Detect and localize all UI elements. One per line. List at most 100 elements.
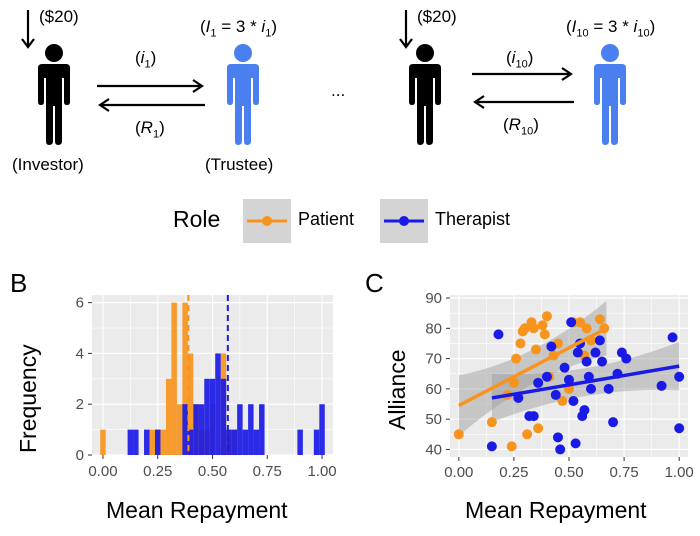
- scatter-point-patient: [539, 329, 550, 340]
- y-tick-label: 40: [425, 441, 442, 458]
- histogram-bar-therapist: [215, 353, 221, 455]
- x-tick-label: 1.00: [307, 463, 336, 480]
- scatter-point-therapist: [608, 417, 619, 428]
- histogram-bar-patient: [171, 302, 177, 455]
- histogram-bar-therapist: [209, 378, 216, 455]
- down-arrow-icon: [21, 10, 35, 49]
- investment-label-10: (i10): [506, 48, 534, 71]
- endowment-label-10: ($20): [417, 7, 457, 26]
- scatter-point-therapist: [674, 371, 685, 382]
- scatter-point-patient: [508, 377, 519, 388]
- trustee-icon: [227, 44, 259, 145]
- investor-icon: [409, 44, 441, 145]
- y-tick-label: 0: [76, 447, 84, 464]
- legend-key-patient: [243, 199, 291, 243]
- histogram-bar-therapist: [319, 404, 325, 455]
- scatter-point-therapist: [579, 405, 590, 416]
- scatter-point-therapist: [586, 383, 597, 394]
- y-tick-label: 6: [76, 295, 84, 312]
- panel-letter-c: C: [365, 268, 384, 298]
- y-tick-label: 4: [76, 345, 84, 362]
- scatter-point-therapist: [570, 438, 581, 449]
- fit-line-patient: [458, 326, 608, 408]
- histogram-bar-therapist: [198, 404, 205, 455]
- legend-title: Role: [173, 206, 221, 232]
- histogram-bar-therapist: [133, 429, 139, 455]
- scatter-chart: 0.00 0.25 0.50 0.75 1.00 40 50 60 70 80 90: [425, 290, 693, 481]
- scatter-point-therapist: [572, 347, 583, 358]
- histogram-bar-therapist: [187, 429, 194, 455]
- x-tick-label: 0.00: [444, 464, 473, 481]
- scatter-point-therapist: [559, 362, 570, 373]
- y-tick-label: 80: [425, 320, 442, 337]
- trustee-label: (Trustee): [205, 155, 274, 174]
- right-arrow-icon: [472, 67, 573, 81]
- investor-label: (Investor): [12, 155, 84, 174]
- trustee-formula-1: (I1 = 3 * i1): [200, 17, 277, 40]
- scatter-point-therapist: [597, 356, 608, 367]
- y-tick-label: 70: [425, 351, 442, 368]
- histogram-bar-therapist: [231, 429, 238, 455]
- scatter-point-therapist: [568, 395, 579, 406]
- scatter-point-therapist: [621, 353, 632, 364]
- x-tick-label: 0.50: [554, 464, 583, 481]
- histogram-bar-therapist: [127, 429, 134, 455]
- x-tick-label: 0.25: [499, 464, 528, 481]
- repayment-label-10: (R10): [503, 115, 539, 138]
- scatter-point-therapist: [581, 356, 592, 367]
- scatter-point-therapist: [528, 411, 539, 422]
- histogram-bar-therapist: [144, 429, 150, 455]
- histogram-xlabel: Mean Repayment: [106, 497, 288, 523]
- scatter-point-patient: [581, 323, 592, 334]
- scatter-point-patient: [522, 429, 533, 440]
- y-tick-label: 60: [425, 381, 442, 398]
- investment-label-1: (i1): [135, 48, 157, 71]
- left-arrow-icon: [473, 95, 574, 109]
- scatter-point-therapist: [541, 371, 552, 382]
- y-tick-label: 90: [425, 290, 442, 307]
- histogram-bar-therapist: [204, 378, 210, 455]
- histogram-chart: 0.00 0.25 0.50 0.75 1.00 0 2 4 6: [76, 295, 337, 480]
- histogram-bar-therapist: [237, 404, 243, 455]
- histogram-bar-patient: [187, 353, 194, 455]
- histogram-bar-patient: [182, 302, 188, 455]
- histogram-bar-therapist: [193, 404, 199, 455]
- scatter-point-patient: [486, 417, 497, 428]
- scatter-point-patient: [530, 344, 541, 355]
- y-tick-label: 2: [76, 396, 84, 413]
- histogram-bar-patient: [160, 429, 166, 455]
- scatter-point-patient: [528, 323, 539, 334]
- scatter-point-therapist: [590, 347, 601, 358]
- scatter-point-therapist: [594, 335, 605, 346]
- scatter-point-patient: [541, 311, 552, 322]
- histogram-bar-therapist: [220, 378, 227, 455]
- scatter-point-therapist: [656, 380, 667, 391]
- scatter-point-patient: [537, 320, 548, 331]
- histogram-bar-therapist: [248, 404, 254, 455]
- histogram-bar-therapist: [259, 404, 265, 455]
- scatter-point-patient: [557, 395, 568, 406]
- scatter-point-therapist: [603, 383, 614, 394]
- histogram-bar-patient: [176, 404, 183, 455]
- scatter-point-therapist: [486, 441, 497, 452]
- down-arrow-icon: [399, 10, 413, 49]
- x-tick-label: 0.00: [88, 463, 117, 480]
- histogram-bar-patient: [165, 378, 172, 455]
- histogram-bar-therapist: [154, 429, 161, 455]
- legend-label-therapist: Therapist: [435, 209, 511, 229]
- legend-label-patient: Patient: [298, 209, 355, 229]
- histogram-bar-therapist: [226, 429, 232, 455]
- trustee-formula-10: (I10 = 3 * i10): [566, 17, 656, 40]
- histogram-bar-therapist: [297, 429, 303, 455]
- scatter-point-patient: [453, 429, 464, 440]
- scatter-point-therapist: [493, 329, 504, 340]
- scatter-point-therapist: [667, 332, 678, 343]
- scatter-point-therapist: [583, 371, 594, 382]
- ellipsis: ...: [331, 81, 346, 100]
- scatter-point-patient: [515, 338, 526, 349]
- histogram-bar-therapist: [182, 404, 188, 455]
- scatter-point-therapist: [564, 374, 574, 385]
- scatter-point-therapist: [546, 341, 557, 352]
- left-arrow-icon: [98, 98, 205, 112]
- scatter-point-patient: [594, 314, 605, 325]
